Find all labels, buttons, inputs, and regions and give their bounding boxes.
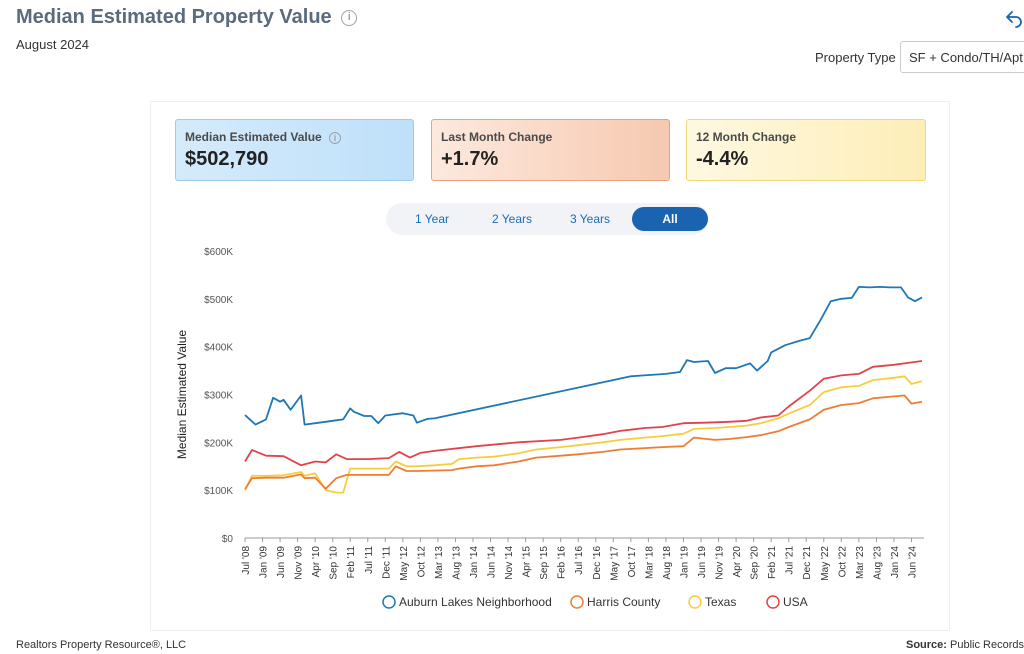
x-tick-label: Apr '15 xyxy=(522,546,533,578)
y-tick-label: $200K xyxy=(204,438,233,449)
x-tick-label: Jul '21 xyxy=(785,546,796,575)
x-tick-label: Jul '16 xyxy=(574,546,585,575)
series-line-auburn xyxy=(244,286,923,426)
x-tick-label: Nov '09 xyxy=(294,546,305,580)
y-tick-label: $600K xyxy=(204,247,233,258)
y-tick-label: $300K xyxy=(204,391,233,402)
series-line-harris xyxy=(244,394,923,490)
series-line-usa xyxy=(244,360,923,467)
x-tick-label: Apr '10 xyxy=(311,546,322,578)
x-tick-label: Sep '15 xyxy=(539,546,550,580)
x-tick-label: Jul '08 xyxy=(241,546,252,575)
share-back-icon[interactable] xyxy=(1004,8,1024,28)
legend-label-usa: USA xyxy=(783,595,808,609)
range-3-years-button[interactable]: 3 Years xyxy=(569,212,611,226)
property-type-label: Property Type xyxy=(815,50,896,65)
median-value: $502,790 xyxy=(185,148,269,170)
range-2-years-button[interactable]: 2 Years xyxy=(491,212,533,226)
x-tick-label: Jun '24 xyxy=(907,546,918,578)
x-tick-label: Jan '09 xyxy=(259,546,270,578)
series-line-texas xyxy=(244,375,923,494)
x-tick-label: Apr '20 xyxy=(732,546,743,578)
legend-label-auburn: Auburn Lakes Neighborhood xyxy=(399,595,552,609)
x-tick-label: May '12 xyxy=(399,546,410,581)
info-icon[interactable]: i xyxy=(341,9,358,26)
x-tick-label: Aug '18 xyxy=(662,546,673,580)
x-tick-label: Sep '10 xyxy=(329,546,340,580)
x-tick-label: Jan '24 xyxy=(890,546,901,578)
twelve-month-change-card: 12 Month Change -4.4% xyxy=(686,119,926,181)
x-tick-label: Jun '09 xyxy=(276,546,287,578)
x-tick-label: Oct '12 xyxy=(416,546,427,578)
x-tick-label: Mar '13 xyxy=(434,546,445,579)
x-tick-label: Feb '16 xyxy=(557,546,568,579)
x-tick-label: Oct '22 xyxy=(837,546,848,578)
x-tick-label: Feb '21 xyxy=(767,546,778,579)
x-tick-label: Aug '23 xyxy=(872,546,883,580)
x-tick-label: Mar '23 xyxy=(855,546,866,579)
footer-source-value: Public Records xyxy=(950,639,1024,651)
footer-copyright: Realtors Property Resource®, LLC xyxy=(16,639,187,651)
legend-marker-usa xyxy=(766,595,780,609)
x-tick-label: Jun '19 xyxy=(697,546,708,578)
median-value-card: Median Estimated Value i $502,790 xyxy=(175,119,414,181)
footer-source: Source: Public Records xyxy=(906,639,1024,651)
x-tick-label: Feb '11 xyxy=(346,546,357,579)
y-tick-label: $400K xyxy=(204,343,233,354)
y-tick-label: $0 xyxy=(222,534,234,545)
last-month-change-label: Last Month Change xyxy=(441,130,553,144)
legend-label-harris: Harris County xyxy=(587,595,660,609)
x-tick-label: Jan '14 xyxy=(469,546,480,578)
x-tick-label: Jan '19 xyxy=(679,546,690,578)
x-tick-label: May '22 xyxy=(820,546,831,581)
x-tick-label: May '17 xyxy=(609,546,620,581)
median-value-label-text: Median Estimated Value xyxy=(185,130,322,144)
y-axis-label: Median Estimated Value xyxy=(175,330,189,460)
legend-marker-auburn xyxy=(382,595,396,609)
x-tick-label: Mar '18 xyxy=(644,546,655,579)
x-tick-label: Nov '19 xyxy=(715,546,726,580)
twelve-month-change-value: -4.4% xyxy=(696,148,749,170)
x-tick-label: Dec '16 xyxy=(592,546,603,580)
y-tick-label: $500K xyxy=(204,295,233,306)
legend-marker-texas xyxy=(688,595,702,609)
x-tick-label: Oct '17 xyxy=(627,546,638,578)
time-range-selector: 1 Year 2 Years 3 Years All xyxy=(386,203,708,235)
range-all-button[interactable]: All xyxy=(632,207,708,231)
property-type-select[interactable]: SF + Condo/TH/Apt xyxy=(900,41,1024,73)
median-value-label: Median Estimated Value i xyxy=(185,130,404,144)
last-month-change-card: Last Month Change +1.7% xyxy=(431,119,670,181)
legend-label-texas: Texas xyxy=(705,595,736,609)
twelve-month-change-label: 12 Month Change xyxy=(696,130,797,144)
page-title-text: Median Estimated Property Value xyxy=(16,6,332,28)
x-tick-label: Dec '11 xyxy=(381,546,392,579)
x-tick-label: Nov '14 xyxy=(504,546,515,580)
x-tick-label: Sep '20 xyxy=(750,546,761,580)
date-subtitle: August 2024 xyxy=(16,37,90,52)
median-info-icon[interactable]: i xyxy=(329,131,342,144)
range-1-year-button[interactable]: 1 Year xyxy=(414,212,450,226)
legend-marker-harris xyxy=(570,595,584,609)
footer-source-label: Source: xyxy=(905,639,947,651)
chart-panel xyxy=(150,101,950,631)
x-tick-label: Jun '14 xyxy=(487,546,498,578)
last-month-change-value: +1.7% xyxy=(441,148,499,170)
y-tick-label: $100K xyxy=(204,486,233,497)
page-title: Median Estimated Property Value i xyxy=(16,6,358,29)
x-tick-label: Jul '11 xyxy=(364,546,375,574)
x-tick-label: Dec '21 xyxy=(802,546,813,580)
x-tick-label: Aug '13 xyxy=(451,546,462,580)
